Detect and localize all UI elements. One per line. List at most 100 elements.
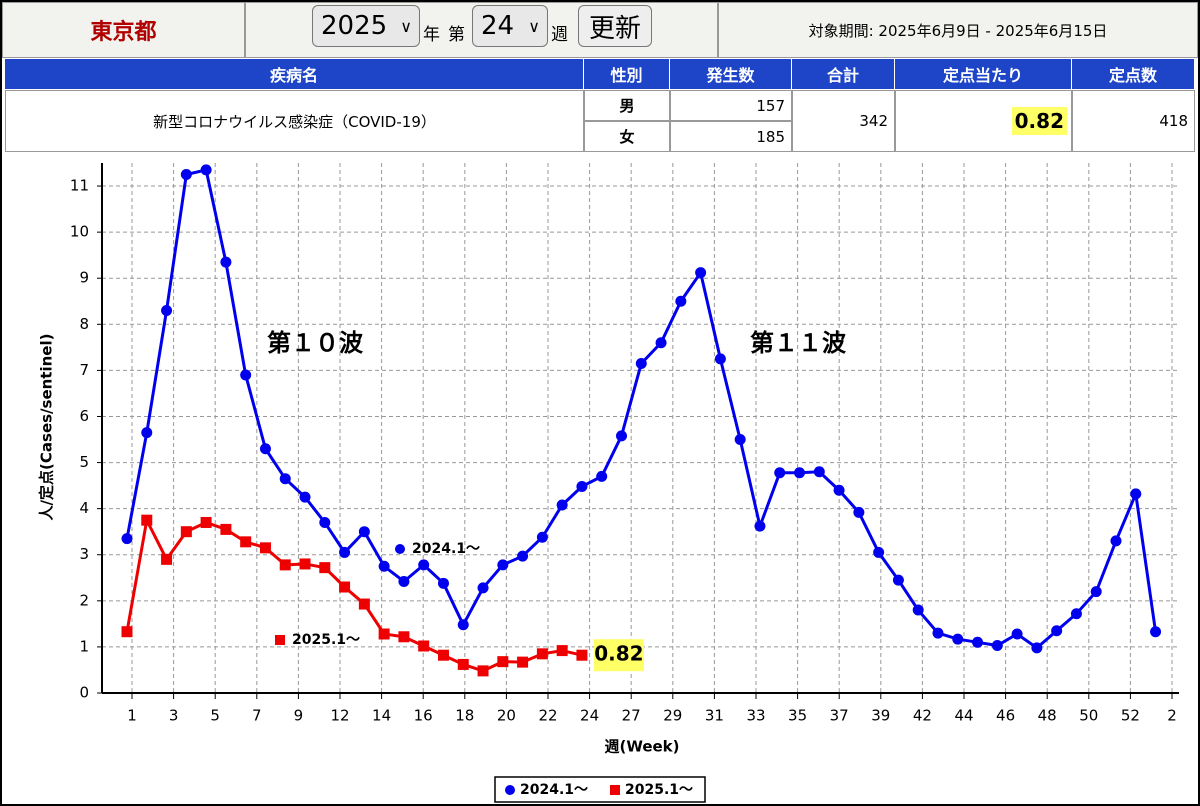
point (794, 467, 806, 479)
x-tick-label: 29 (663, 707, 682, 725)
legend-label: 2024.1～ (520, 782, 588, 798)
point (1011, 628, 1023, 640)
column-header: 疾病名 (5, 59, 584, 89)
x-tick-label: 12 (330, 707, 349, 725)
point (932, 627, 944, 639)
point (200, 164, 212, 176)
period: 対象期間: 2025年6月9日 - 2025年6月15日 (718, 2, 1198, 58)
x-tick-label: 48 (1038, 707, 1057, 725)
point (833, 484, 845, 496)
point (121, 626, 133, 638)
legend-marker (505, 785, 515, 795)
point (675, 295, 687, 307)
point (1031, 642, 1043, 654)
point (576, 649, 588, 661)
x-tick-label: 42 (913, 707, 932, 725)
inline-label: 2024.1～ (412, 541, 480, 557)
x-tick-label: 24 (580, 707, 599, 725)
point (991, 640, 1003, 652)
point (319, 516, 331, 528)
point (536, 531, 548, 543)
sex: 男 (584, 90, 670, 121)
x-tick-label: 46 (996, 707, 1015, 725)
x-tick-label: 33 (746, 707, 765, 725)
x-tick-label: 9 (294, 707, 304, 725)
point (259, 542, 271, 554)
update-label: 更新 (588, 13, 641, 44)
column-header: 発生数 (670, 59, 792, 89)
week-select[interactable]: 24 ∨ (472, 5, 548, 47)
chevron: ∨ (528, 16, 540, 36)
point (161, 304, 173, 316)
point (477, 665, 489, 677)
point (339, 581, 351, 593)
point (299, 491, 311, 503)
y-tick-label: 0 (79, 684, 89, 702)
legend-marker (275, 635, 285, 645)
legend-label: 2025.1～ (625, 782, 693, 798)
point (378, 560, 390, 572)
point (141, 427, 153, 439)
point (497, 656, 509, 668)
point (497, 559, 509, 571)
point (358, 526, 370, 538)
y-tick-label: 3 (79, 545, 89, 563)
point (734, 434, 746, 446)
year-select[interactable]: 2025 ∨ (312, 5, 420, 47)
point (180, 526, 192, 538)
point (912, 604, 924, 616)
per-sentinel: 0.82 (1011, 107, 1067, 135)
point (813, 466, 825, 478)
point (437, 649, 449, 661)
y-tick-label: 10 (70, 223, 89, 241)
plot-area (102, 163, 1179, 693)
point (536, 648, 548, 660)
point (220, 256, 232, 268)
legend-marker (395, 544, 405, 554)
point (240, 369, 252, 381)
point (655, 337, 667, 349)
total: 342 (792, 90, 895, 152)
point (695, 267, 707, 279)
chevron: ∨ (400, 16, 412, 36)
legend-box (494, 776, 706, 803)
point (517, 550, 529, 562)
point (141, 514, 153, 526)
year-unit: 年 (423, 25, 440, 45)
point (477, 582, 489, 594)
year-value: 2025 (321, 11, 388, 41)
prefecture: 東京都 (2, 2, 245, 58)
x-tick-label: 5 (210, 707, 220, 725)
point (121, 533, 133, 545)
column-header: 定点数 (1072, 59, 1195, 89)
point (299, 558, 311, 570)
point (952, 633, 964, 645)
point (457, 619, 469, 631)
x-tick-label: 31 (705, 707, 724, 725)
point (1051, 625, 1063, 637)
x-axis-title: 週(Week) (604, 738, 679, 756)
point (358, 598, 370, 610)
annotation: 第１０波 (267, 329, 364, 357)
x-tick-label: 35 (788, 707, 807, 725)
y-tick-label: 6 (79, 407, 89, 425)
point (576, 481, 588, 493)
y-tick-label: 1 (79, 637, 89, 655)
x-tick-label: 3 (169, 707, 179, 725)
point (714, 353, 726, 365)
disease-name: 新型コロナウイルス感染症（COVID-19） (5, 90, 584, 152)
point (616, 430, 627, 442)
point (378, 628, 390, 640)
inline-label: 2025.1～ (292, 632, 360, 648)
y-tick-label: 4 (79, 499, 89, 517)
point (1090, 586, 1102, 598)
point (972, 636, 984, 648)
x-tick-label: 2 (1167, 707, 1177, 725)
update-button[interactable]: 更新 (578, 5, 652, 47)
week-unit: 週 (551, 25, 568, 45)
cases: 185 (670, 121, 792, 152)
x-tick-label: 39 (871, 707, 890, 725)
y-tick-label: 2 (79, 591, 89, 609)
y-axis-title: 人/定点(Cases/sentinel) (38, 334, 56, 521)
